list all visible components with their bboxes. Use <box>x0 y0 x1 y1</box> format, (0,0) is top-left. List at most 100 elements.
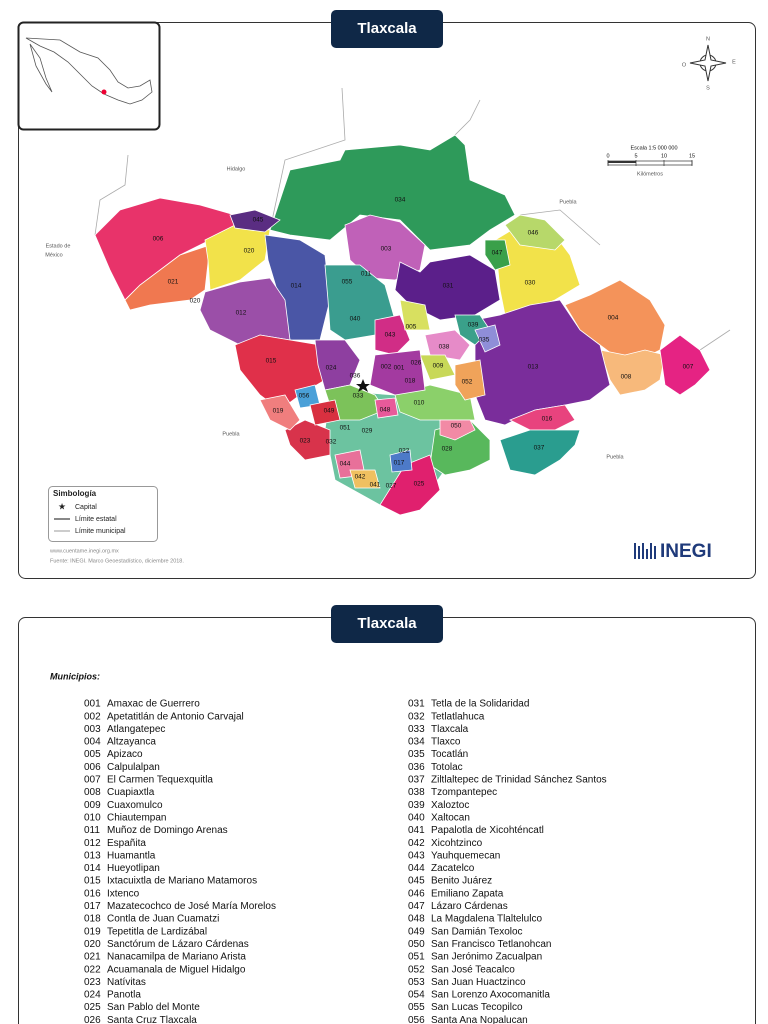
scale-tick: 10 <box>661 153 667 159</box>
municipality-name: Acuamanala de Miguel Hidalgo <box>107 964 246 975</box>
municipality <box>399 299 431 331</box>
municipality-code: 042 <box>355 474 366 481</box>
municipality <box>394 254 501 321</box>
municipality <box>374 314 411 356</box>
municipality-code: 040 <box>408 812 425 823</box>
municipality-code: 036 <box>350 373 361 380</box>
municipality-name: San Lucas Tecopilco <box>431 1002 523 1013</box>
municipality-code: 033 <box>353 393 364 400</box>
municipality-code: 045 <box>408 876 425 887</box>
municipality-code: 043 <box>385 332 396 339</box>
municipality <box>499 429 581 476</box>
municipality-code: 051 <box>340 425 351 432</box>
municipality-code: 018 <box>84 914 101 925</box>
municipality-code: 004 <box>608 315 619 322</box>
logo-text: INEGI <box>660 541 712 562</box>
municipality-code: 018 <box>405 378 416 385</box>
municipality-code: 016 <box>84 888 101 899</box>
municipality-name: Emiliano Zapata <box>431 888 504 899</box>
municipality-code: 023 <box>300 438 311 445</box>
municipality-code: 006 <box>153 236 164 243</box>
scale-label: Escala 1:5 000 000 <box>630 145 677 151</box>
footer-source: Fuente: INEGI. Marco Geoestadístico, dic… <box>50 558 184 564</box>
municipality-code: 030 <box>525 280 536 287</box>
municipality <box>124 244 211 311</box>
municipality <box>474 299 611 426</box>
municipality-code: 026 <box>411 360 422 367</box>
municipality-code: 038 <box>439 344 450 351</box>
municipality-name: La Magdalena Tlaltelulco <box>431 914 542 925</box>
municipality-name: Panotla <box>107 990 141 1001</box>
municipality <box>259 394 301 431</box>
municipality-code: 011 <box>84 825 100 836</box>
legend-star: ★ <box>58 501 66 511</box>
municipality-name: Natívitas <box>107 977 146 988</box>
municipality-name: Sanctórum de Lázaro Cárdenas <box>107 939 249 950</box>
municipality-name: Papalotla de Xicohténcatl <box>431 825 544 836</box>
municipality-name: Zacatelco <box>431 863 475 874</box>
municipality-code: 004 <box>84 737 101 748</box>
municipality-code: 050 <box>451 423 462 430</box>
municipality-code: 043 <box>408 850 425 861</box>
municipality-code: 022 <box>84 964 101 975</box>
municipality-code: 037 <box>534 445 545 452</box>
municipality-code: 046 <box>408 888 425 899</box>
municipality-name: Ziltlaltepec de Trinidad Sánchez Santos <box>431 775 607 786</box>
municipality-code: 006 <box>84 762 101 773</box>
municipality-name: Ixtacuixtla de Mariano Matamoros <box>107 876 257 887</box>
municipality <box>474 324 501 353</box>
municipality-code: 055 <box>342 279 353 286</box>
legend-item: Capital <box>75 504 97 511</box>
municipality-code: 044 <box>408 863 425 874</box>
municipality <box>349 469 381 489</box>
municipality-code: 040 <box>350 316 361 323</box>
municipality-code: 041 <box>408 825 425 836</box>
municipality-code: 025 <box>414 481 425 488</box>
municipality-name: Yauhquemecan <box>431 850 500 861</box>
municipality-code: 002 <box>84 711 101 722</box>
municipality-name: San Damián Texoloc <box>431 926 523 937</box>
municipality-code: 046 <box>528 230 539 237</box>
municipality-code: 036 <box>408 762 425 773</box>
municipality <box>424 329 471 361</box>
municipality-name: Muñoz de Domingo Arenas <box>107 825 228 836</box>
municipality-code: 049 <box>324 408 335 415</box>
municipality-code: 045 <box>253 217 264 224</box>
municipality-code: 010 <box>84 812 101 823</box>
municipality-code: 013 <box>528 364 539 371</box>
compass-o: O <box>682 62 687 68</box>
compass-s: S <box>706 85 710 91</box>
scale-bar-fill <box>608 161 636 163</box>
municipality-code: 017 <box>84 901 101 912</box>
municipality-code: 008 <box>84 787 101 798</box>
municipality <box>374 397 399 419</box>
municipality-code: 032 <box>408 711 425 722</box>
municipality-code: 056 <box>299 393 310 400</box>
municipality-name: Altzayanca <box>107 737 156 748</box>
municipality-code: 055 <box>408 1002 425 1013</box>
neighbor-label: Estado de <box>46 243 71 249</box>
municipality <box>379 454 441 516</box>
municipality-name: Lázaro Cárdenas <box>431 901 508 912</box>
municipality-name: Totolac <box>431 762 463 773</box>
municipality <box>269 134 516 251</box>
municipality-name: Atlangatepec <box>107 724 165 735</box>
compass <box>689 44 727 82</box>
municipality-code: 010 <box>414 400 425 407</box>
municipality <box>229 209 281 233</box>
municipality-code: 021 <box>168 279 179 286</box>
capital-star <box>356 379 370 392</box>
footer-url: www.cuentame.inegi.org.mx <box>49 548 119 554</box>
municipality-code: 048 <box>408 914 425 925</box>
municipality-code: 029 <box>362 428 373 435</box>
municipality-name: Tetlatlahuca <box>431 711 485 722</box>
municipality-code: 001 <box>394 365 405 372</box>
municipality-code: 051 <box>408 952 425 963</box>
municipalities <box>94 134 711 516</box>
list-heading: Municipios: <box>50 671 100 681</box>
neighbor-label: Puebla <box>559 199 577 205</box>
municipality-name: Xicohtzinco <box>431 838 483 849</box>
municipality-code: 039 <box>408 800 425 811</box>
neighbor-label: Hidalgo <box>227 166 246 172</box>
scale-tick: 0 <box>606 153 609 159</box>
